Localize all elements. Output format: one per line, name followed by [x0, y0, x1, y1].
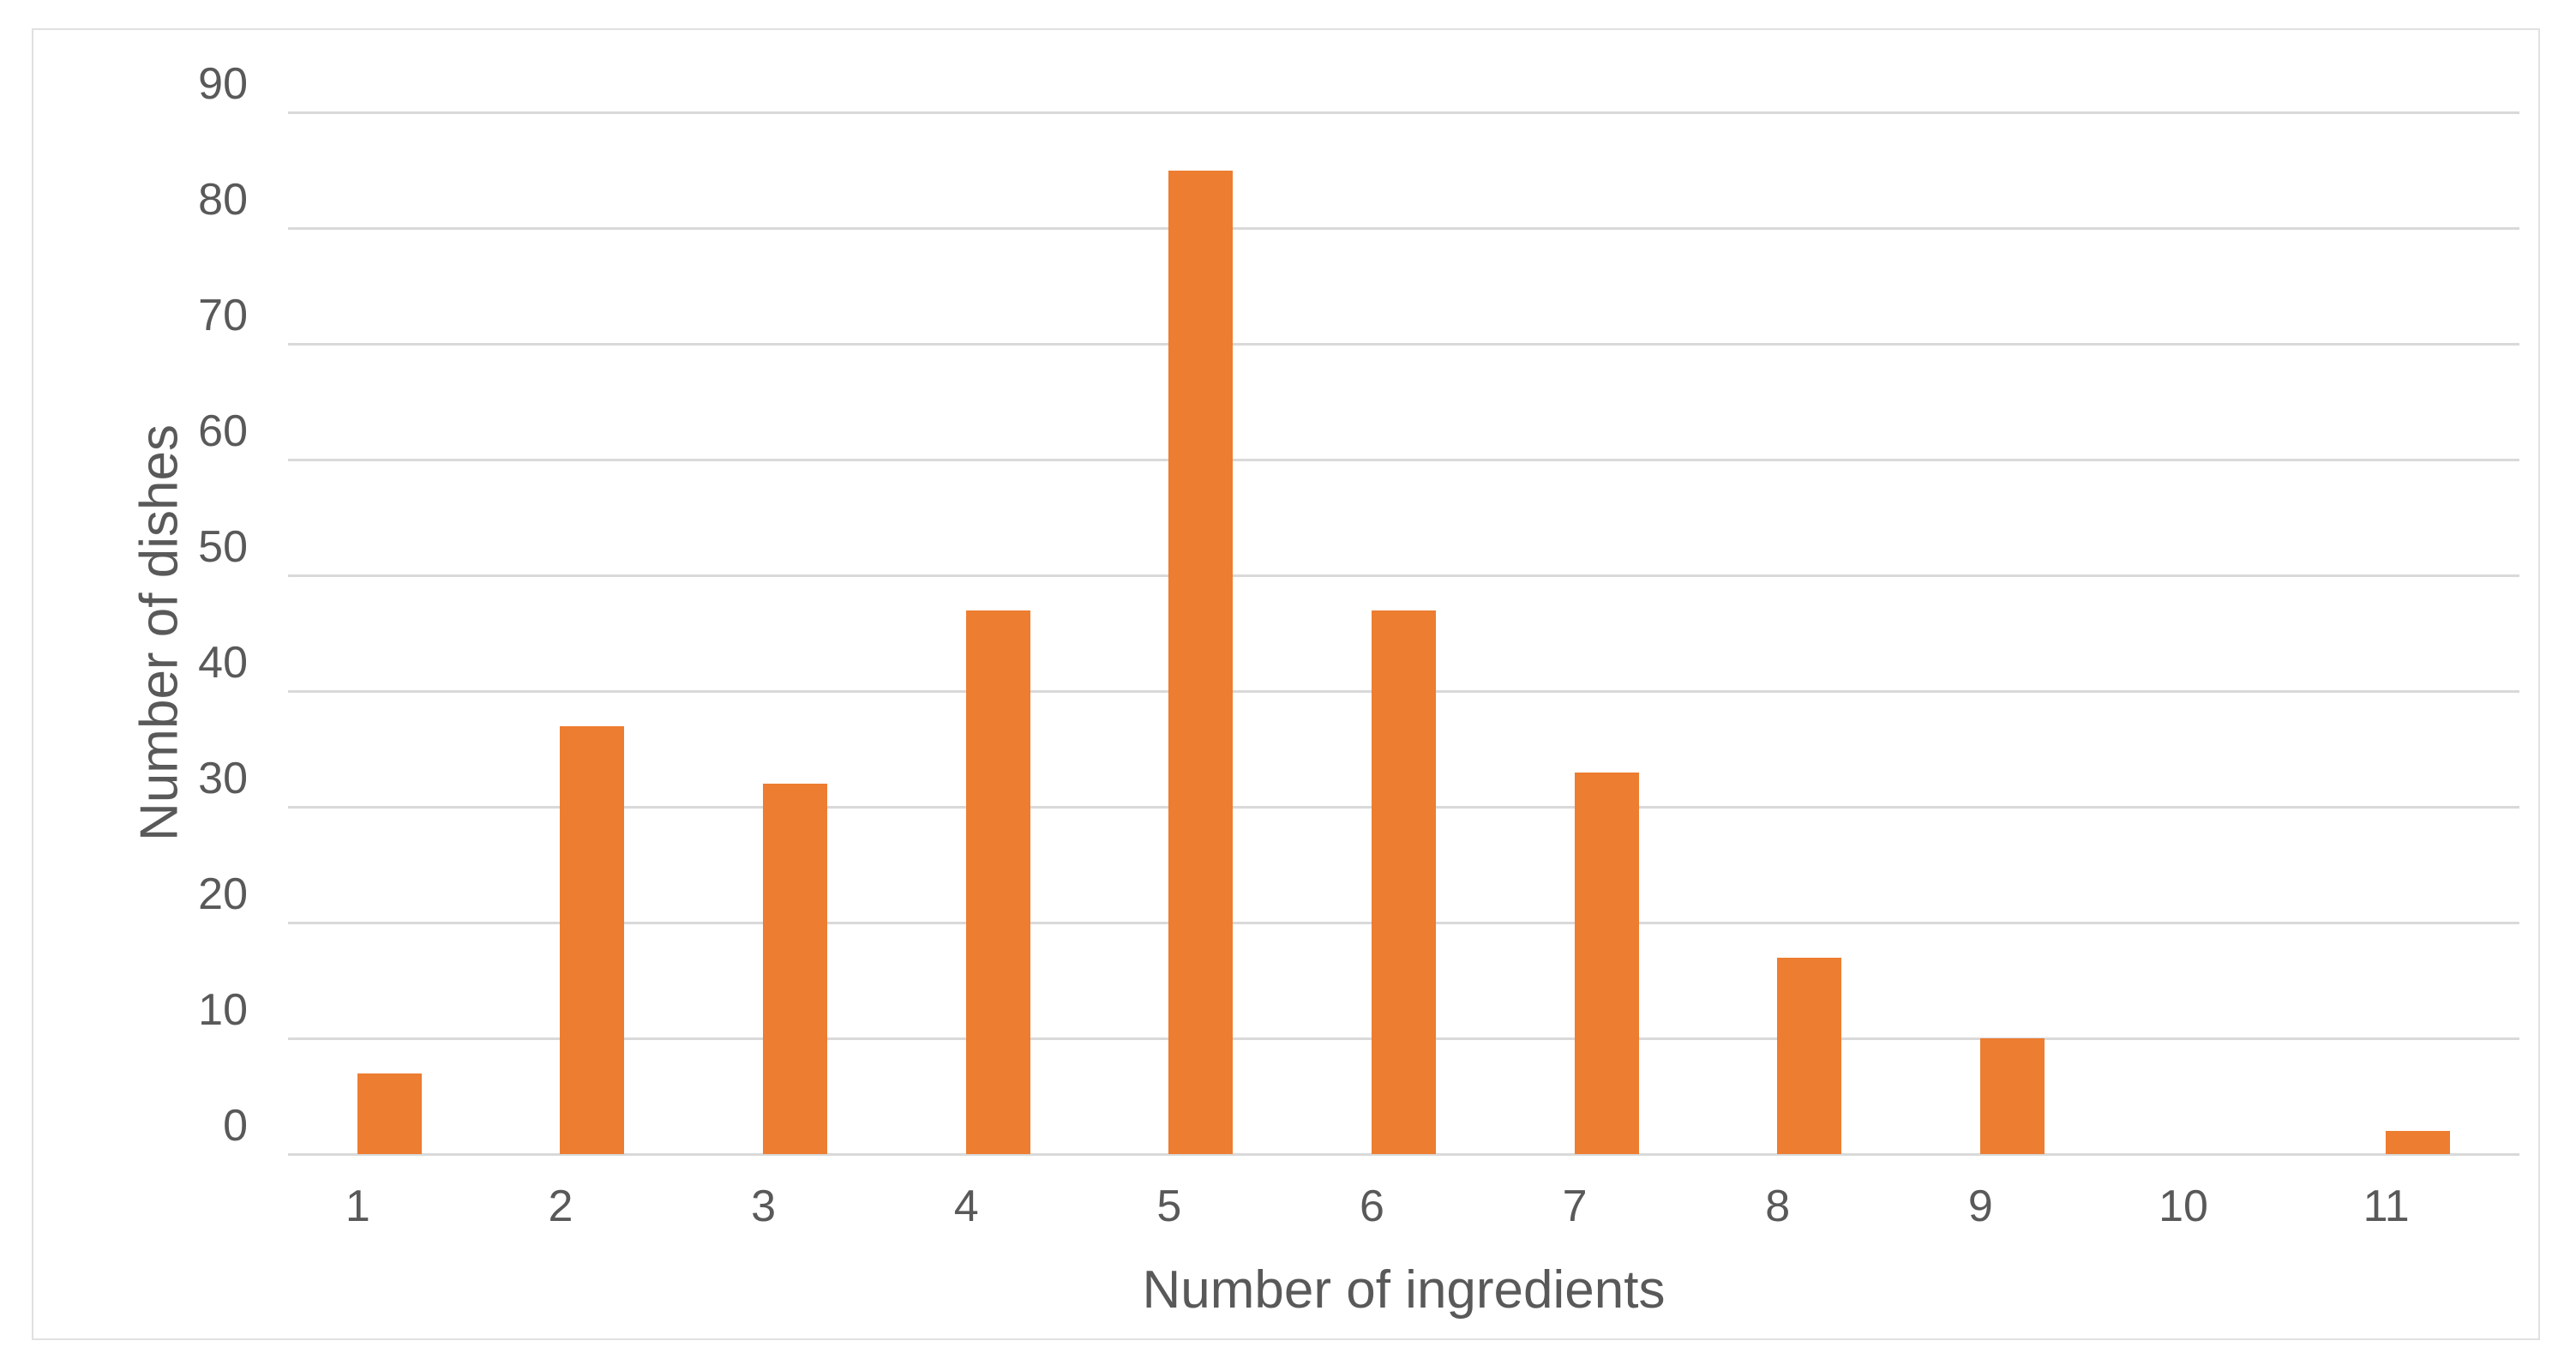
plot-area — [288, 111, 2519, 1156]
bar-ingredients-3 — [763, 784, 828, 1154]
gridline-y-50 — [288, 574, 2519, 577]
x-tick-label-1: 1 — [345, 1182, 370, 1231]
bar-ingredients-5 — [1168, 170, 1234, 1154]
bar-ingredients-7 — [1574, 772, 1639, 1154]
x-tick-label-5: 5 — [1156, 1182, 1182, 1231]
x-tick-label-4: 4 — [953, 1182, 979, 1231]
bar-ingredients-2 — [560, 725, 625, 1154]
y-tick-label-50: 50 — [198, 522, 248, 572]
bar-ingredients-6 — [1372, 610, 1436, 1154]
x-tick-label-11: 11 — [2363, 1182, 2410, 1231]
gridline-y-70 — [288, 342, 2519, 346]
y-tick-label-70: 70 — [198, 291, 248, 340]
x-tick-label-8: 8 — [1765, 1182, 1791, 1231]
y-tick-label-30: 30 — [198, 754, 248, 803]
y-tick-label-40: 40 — [198, 638, 248, 688]
bar-ingredients-8 — [1777, 957, 1842, 1154]
bar-ingredients-9 — [1979, 1038, 2045, 1154]
y-tick-label-0: 0 — [223, 1101, 248, 1151]
x-tick-label-3: 3 — [751, 1182, 777, 1231]
gridline-y-80 — [288, 226, 2519, 230]
gridline-y-90 — [288, 111, 2519, 114]
gridline-y-0 — [288, 1152, 2519, 1156]
x-tick-label-6: 6 — [1360, 1182, 1384, 1231]
x-tick-label-7: 7 — [1562, 1182, 1588, 1231]
bar-ingredients-1 — [357, 1073, 422, 1154]
y-tick-label-20: 20 — [198, 869, 248, 919]
x-tick-label-2: 2 — [548, 1182, 573, 1231]
y-tick-label-10: 10 — [198, 985, 248, 1035]
y-tick-label-80: 80 — [198, 175, 248, 225]
x-tick-label-10: 10 — [2159, 1182, 2208, 1231]
y-tick-label-90: 90 — [198, 59, 248, 109]
y-tick-label-60: 60 — [198, 406, 248, 456]
bar-ingredients-11 — [2386, 1131, 2451, 1154]
bar-ingredients-4 — [965, 610, 1030, 1154]
x-tick-label-9: 9 — [1967, 1182, 1993, 1231]
gridline-y-60 — [288, 458, 2519, 461]
x-axis-title: Number of ingredients — [1142, 1260, 1666, 1320]
